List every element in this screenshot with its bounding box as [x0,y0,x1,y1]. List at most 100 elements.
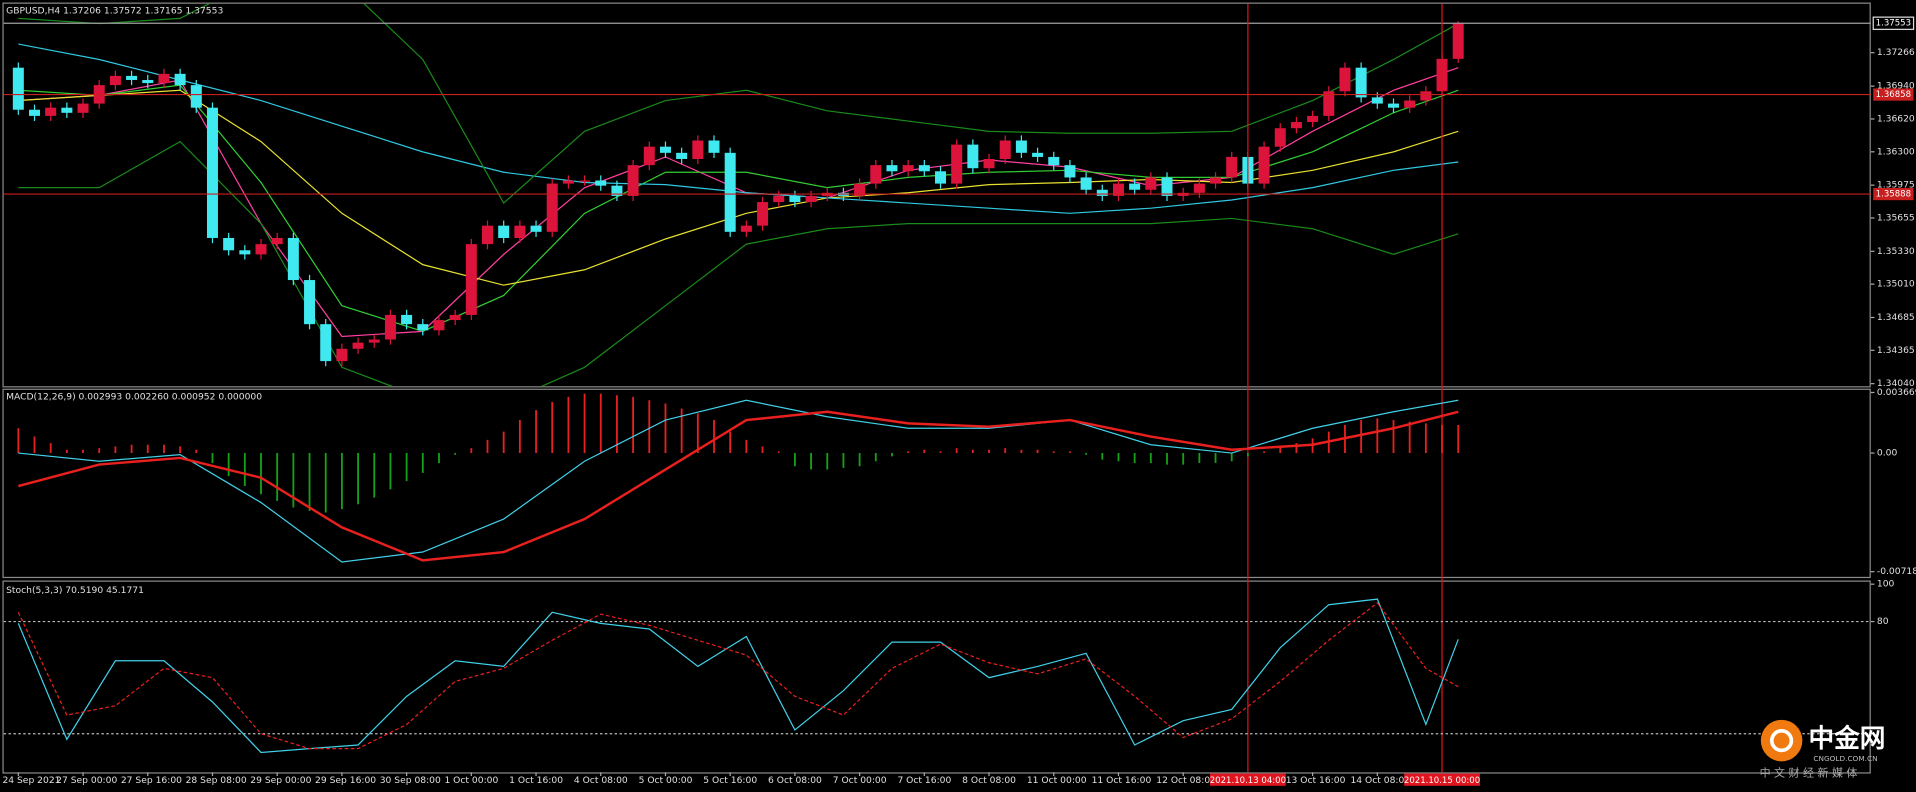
indicator-line [18,410,1459,562]
x-tick-label: 30 Sep 08:00 [380,775,441,786]
price-line-label: 1.37553 [1876,19,1911,29]
candle-body [336,348,348,362]
candle-body [368,339,380,343]
y-tick-label: 80 [1877,616,1889,627]
candle-body [1048,156,1060,166]
candle-body [951,144,963,184]
candle-body [692,140,704,159]
x-tick-label: 2021.10.15 00:00 [1404,776,1480,786]
x-tick-label: 11 Oct 16:00 [1092,775,1152,786]
candle-body [465,244,477,315]
candle-body [1080,177,1092,190]
candle-body [659,146,671,153]
candle-body [530,225,542,232]
candle-body [562,180,574,184]
y-tick-label: 1.37266 [1877,47,1915,58]
candle-body [304,280,316,325]
macd-panel [2,388,1871,579]
cursor-label-box [1404,773,1480,786]
candle-body [1193,183,1205,193]
candle-body [870,165,882,184]
candle-body [1210,177,1222,184]
candle-body [1032,152,1044,157]
candle-body [158,73,170,84]
candle-body [1096,189,1108,196]
indicator-line [18,399,1459,563]
x-tick-label: 4 Oct 08:00 [574,775,628,786]
candle-body [1420,91,1432,101]
candle-body [918,165,930,172]
candle-body [1404,100,1416,108]
candle-body [190,85,202,108]
candle-body [1226,156,1238,178]
y-tick-label: 1.36940 [1877,81,1915,92]
candle-body [1452,23,1464,59]
watermark-logo-ring [1769,728,1794,753]
candle-body [12,67,24,110]
y-tick-label: 1.34040 [1877,378,1915,389]
x-tick-label: 7 Oct 16:00 [897,775,951,786]
candle-body [740,225,752,232]
candle-body [983,158,995,169]
x-tick-label: 29 Sep 00:00 [250,775,311,786]
price-title: GBPUSD,H4 1.37206 1.37572 1.37165 1.3755… [6,6,223,17]
candle-body [1145,177,1157,190]
candle-body [320,324,332,362]
candle-body [1015,140,1027,153]
candle-body [239,250,251,255]
price-line-box [1873,88,1914,101]
candle-body [449,314,461,321]
candle-body [1307,115,1319,123]
price-line-label: 1.36858 [1876,90,1911,100]
stoch-plot [3,598,1870,754]
candle-body [1323,91,1335,116]
candle-body [45,107,57,116]
stoch-title: Stoch(5,3,3) 70.5190 45.1771 [6,585,144,596]
y-tick-label: 1.34365 [1877,345,1915,356]
x-tick-label: 11 Oct 00:00 [1027,775,1087,786]
candle-body [255,244,267,255]
candle-body [546,183,558,232]
candle-body [271,237,283,245]
y-tick-label: -0.007188 [1877,566,1916,577]
candle-body [854,183,866,196]
x-tick-label: 28 Sep 08:00 [186,775,247,786]
price-line-label: 1.35888 [1876,190,1911,200]
candle-body [433,320,445,331]
candle-body [1274,128,1286,147]
y-tick-label: 1.34685 [1877,312,1915,323]
candle-body [1064,165,1076,178]
candle-body [1129,183,1141,190]
candle-body [77,103,89,113]
candle-body [223,237,235,251]
y-tick-label: 1.35975 [1877,180,1915,191]
x-tick-label: 27 Sep 00:00 [56,775,117,786]
x-tick-label: 27 Sep 16:00 [121,775,182,786]
macd-title: MACD(12,26,9) 0.002993 0.002260 0.000952… [6,392,262,403]
candle-body [61,107,73,113]
candle-body [1355,67,1367,98]
candle-body [643,146,655,166]
x-tick-label: 14 Oct 08:00 [1350,775,1410,786]
candle-body [676,152,688,159]
candle-body [773,195,785,203]
candle-body [401,314,413,325]
x-tick-label: 5 Oct 00:00 [639,775,693,786]
x-tick-label: 2021.10.13 04:00 [1210,776,1286,786]
y-tick-label: 1.36620 [1877,113,1915,124]
candle-body [1339,67,1351,92]
stoch-panel [2,580,1871,774]
candle-body [757,202,769,226]
candle-body [935,171,947,184]
price-line-box [1872,16,1915,30]
price-line-box [1873,187,1914,201]
candle-body [498,225,510,238]
x-tick-label: 6 Oct 08:00 [768,775,822,786]
y-tick-label: 1.36300 [1877,146,1915,157]
x-tick-label: 12 Oct 08:00 [1156,775,1216,786]
candle-body [384,314,396,340]
x-tick-label: 1 Oct 16:00 [509,775,563,786]
candle-body [805,195,817,203]
